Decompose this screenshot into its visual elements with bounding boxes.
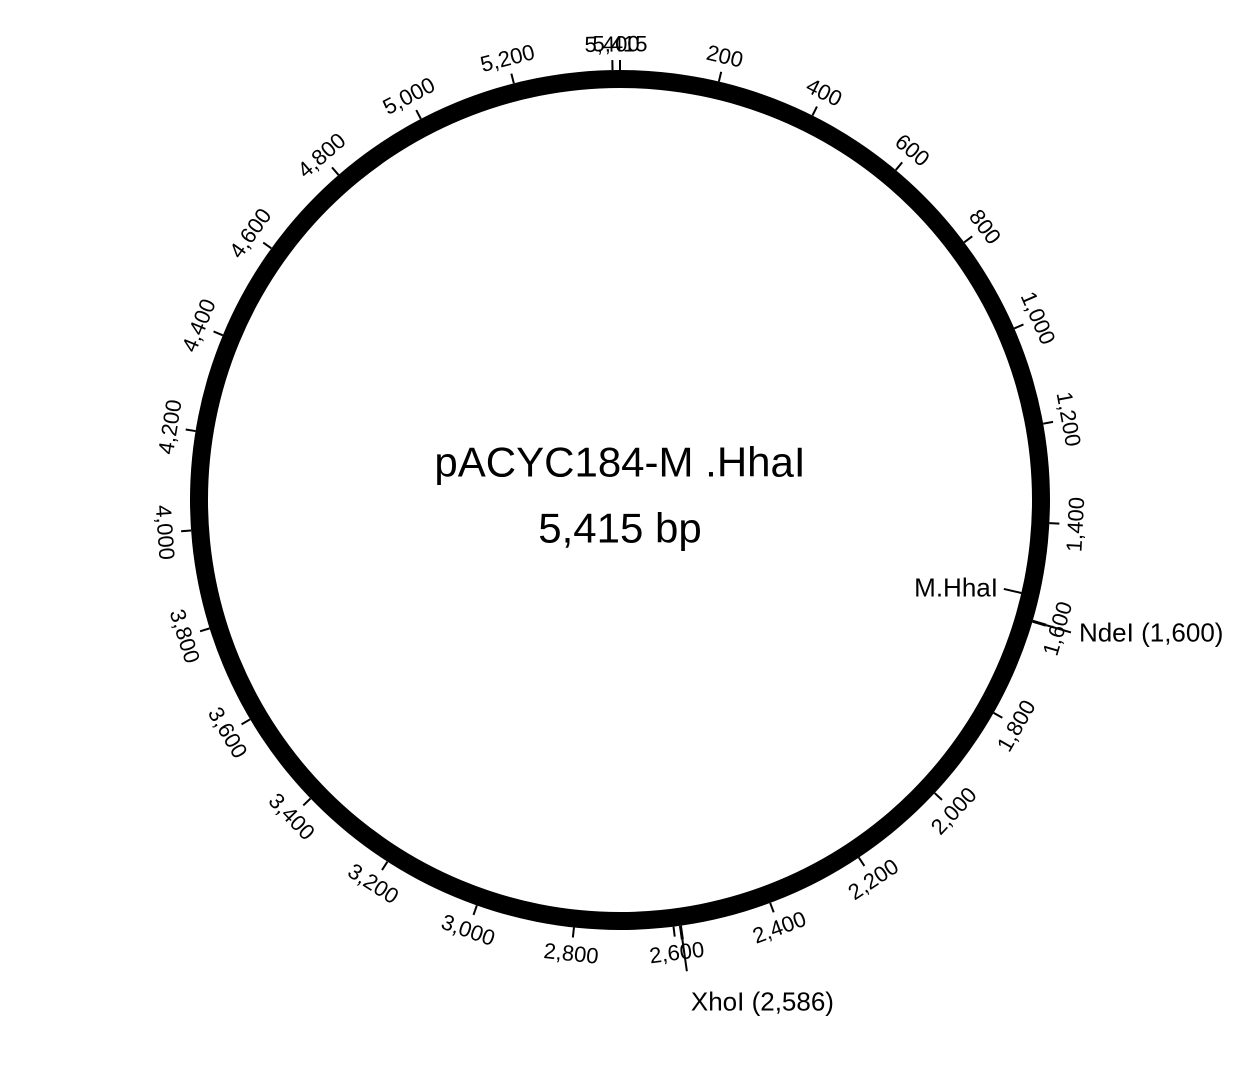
- bp-tick: [964, 236, 972, 242]
- bp-tick: [812, 107, 816, 116]
- bp-tick: [186, 429, 196, 431]
- bp-tick: [263, 243, 271, 249]
- bp-tick: [719, 72, 721, 82]
- bp-tick: [770, 903, 773, 912]
- bp-tick-label: 2,600: [648, 937, 706, 969]
- bp-tick: [994, 713, 1003, 718]
- bp-tick: [332, 167, 339, 175]
- bp-tick-label: 1,400: [1061, 496, 1089, 552]
- feature-tick: [1033, 621, 1046, 625]
- plasmid-ring: [190, 70, 1050, 930]
- bp-tick-label: 200: [704, 40, 745, 73]
- bp-tick-label: 1,000: [1016, 288, 1061, 348]
- bp-tick: [1043, 422, 1053, 424]
- bp-tick-label: 4,200: [153, 398, 187, 456]
- bp-tick-label: 1,800: [992, 696, 1041, 756]
- bp-tick: [573, 928, 574, 938]
- bp-tick-label: 1,200: [1052, 390, 1086, 449]
- bp-tick-label: 5,000: [379, 72, 439, 120]
- bp-tick: [416, 110, 421, 119]
- bp-tick-label: 3,600: [203, 703, 253, 763]
- bp-tick: [1049, 523, 1059, 524]
- feature-label-outside: XhoI (2,586): [691, 986, 834, 1016]
- bp-tick-label: 3,000: [438, 909, 498, 951]
- bp-tick-label: 800: [964, 205, 1006, 249]
- bp-tick-label: 3,800: [165, 606, 205, 666]
- bp-tick: [673, 927, 674, 937]
- bp-tick-label: 4,000: [151, 504, 180, 561]
- bp-tick: [303, 798, 310, 805]
- bp-tick-label: 2,400: [749, 906, 809, 949]
- bp-tick: [181, 531, 191, 532]
- bp-tick: [935, 793, 942, 800]
- feature-tick: [680, 926, 682, 940]
- bp-tick: [242, 719, 251, 724]
- bp-tick: [896, 162, 902, 170]
- bp-tick-label: 400: [802, 73, 846, 112]
- bp-tick: [214, 331, 223, 335]
- bp-tick-label: 2,800: [542, 938, 599, 969]
- bp-tick-label: 5,415: [592, 32, 647, 57]
- bp-tick: [1014, 324, 1023, 328]
- bp-tick: [474, 905, 477, 914]
- bp-tick: [382, 862, 387, 870]
- feature-label-inside: M.HhaI: [914, 573, 998, 603]
- feature-leader: [1004, 589, 1022, 593]
- bp-tick-label: 5,200: [478, 39, 538, 77]
- bp-tick-label: 600: [890, 129, 934, 172]
- bp-tick: [859, 858, 865, 866]
- bp-tick: [511, 74, 513, 84]
- feature-label-outside: NdeI (1,600): [1079, 617, 1224, 647]
- plasmid-map: 2004006008001,0001,2001,4001,6001,8002,0…: [0, 0, 1240, 1081]
- bp-tick: [200, 628, 210, 631]
- bp-tick-label: 4,400: [177, 295, 221, 355]
